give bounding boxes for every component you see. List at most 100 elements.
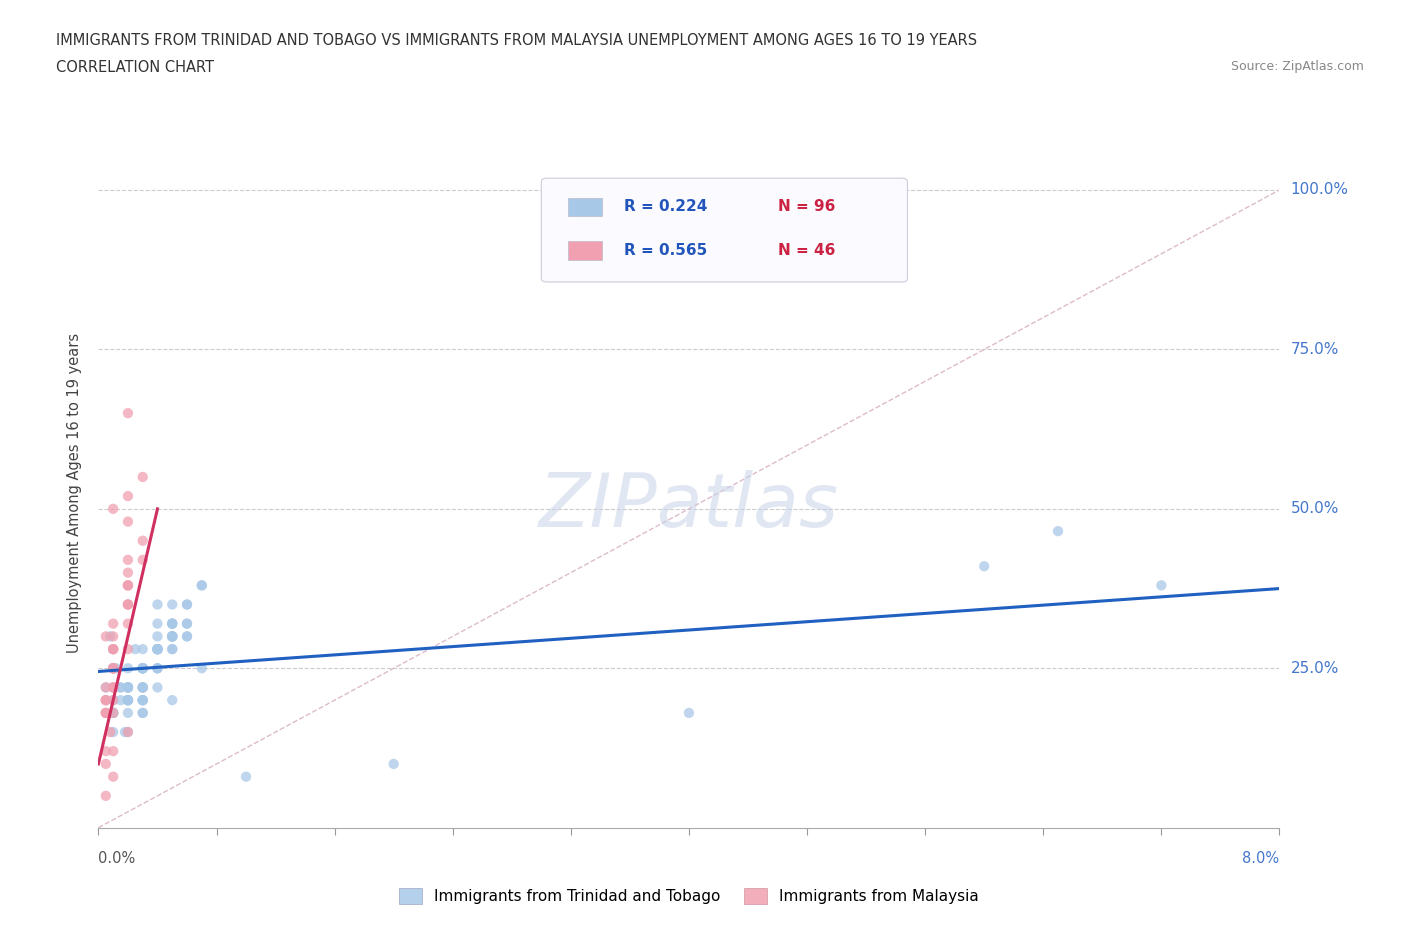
Point [117, 578, 139, 592]
Point [117, 642, 139, 657]
Point [94, 693, 117, 708]
Point [146, 629, 169, 644]
Text: ZIPatlas: ZIPatlas [538, 471, 839, 542]
Point [146, 642, 169, 657]
Point [117, 693, 139, 708]
Y-axis label: Unemployment Among Ages 16 to 19 years: Unemployment Among Ages 16 to 19 years [67, 333, 83, 653]
Point [176, 617, 198, 631]
Point [235, 769, 257, 784]
Point [103, 693, 124, 708]
Point [103, 661, 124, 676]
Point [103, 661, 124, 676]
Point [117, 552, 139, 567]
Point [94, 789, 117, 804]
Point [94, 680, 117, 695]
Point [117, 578, 139, 592]
Point [103, 629, 124, 644]
Point [132, 680, 155, 695]
Point [98, 629, 121, 644]
Point [176, 597, 198, 612]
Point [117, 514, 139, 529]
Point [105, 661, 128, 676]
Point [117, 680, 139, 695]
Point [94, 680, 117, 695]
Point [132, 661, 155, 676]
Point [146, 661, 169, 676]
Point [117, 680, 139, 695]
Point [103, 706, 124, 721]
Point [162, 617, 183, 631]
Point [94, 693, 117, 708]
Point [103, 680, 124, 695]
Text: R = 0.565: R = 0.565 [624, 243, 707, 258]
Bar [568, 241, 602, 259]
Point [162, 617, 183, 631]
Point [132, 642, 155, 657]
Point [103, 680, 124, 695]
Text: 0.0%: 0.0% [98, 851, 135, 866]
Point [191, 578, 214, 592]
Point [162, 629, 183, 644]
Point [117, 724, 139, 739]
Point [132, 661, 155, 676]
Point [103, 501, 124, 516]
Point [162, 642, 183, 657]
Text: N = 96: N = 96 [778, 199, 835, 215]
Point [132, 533, 155, 548]
Text: 50.0%: 50.0% [1291, 501, 1339, 516]
Text: N = 46: N = 46 [778, 243, 835, 258]
Text: 25.0%: 25.0% [1291, 661, 1339, 676]
Point [132, 693, 155, 708]
Point [176, 629, 198, 644]
Point [132, 693, 155, 708]
Legend: Immigrants from Trinidad and Tobago, Immigrants from Malaysia: Immigrants from Trinidad and Tobago, Imm… [394, 883, 984, 910]
Point [103, 661, 124, 676]
Point [117, 565, 139, 580]
Point [117, 680, 139, 695]
Point [103, 617, 124, 631]
Point [103, 706, 124, 721]
Point [94, 629, 117, 644]
Point [117, 693, 139, 708]
Point [103, 661, 124, 676]
Point [176, 597, 198, 612]
Point [132, 680, 155, 695]
Point [103, 769, 124, 784]
Point [162, 617, 183, 631]
Point [103, 680, 124, 695]
Point [132, 706, 155, 721]
Point [117, 405, 139, 420]
Point [146, 642, 169, 657]
Point [146, 642, 169, 657]
Point [117, 488, 139, 503]
Point [132, 661, 155, 676]
Point [1046, 524, 1069, 538]
Point [162, 629, 183, 644]
Point [162, 629, 183, 644]
Point [103, 661, 124, 676]
Point [973, 559, 995, 574]
Point [146, 680, 169, 695]
Point [132, 693, 155, 708]
Point [103, 642, 124, 657]
Point [103, 706, 124, 721]
Point [162, 693, 183, 708]
Point [98, 724, 121, 739]
Point [117, 693, 139, 708]
Point [132, 693, 155, 708]
Point [132, 661, 155, 676]
Point [146, 642, 169, 657]
Point [103, 693, 124, 708]
Point [103, 706, 124, 721]
Point [132, 661, 155, 676]
Point [132, 470, 155, 485]
Point [162, 642, 183, 657]
Text: R = 0.224: R = 0.224 [624, 199, 707, 215]
Point [132, 661, 155, 676]
Point [1150, 578, 1173, 592]
Point [117, 680, 139, 695]
Point [132, 680, 155, 695]
Point [94, 756, 117, 771]
Point [146, 597, 169, 612]
Text: IMMIGRANTS FROM TRINIDAD AND TOBAGO VS IMMIGRANTS FROM MALAYSIA UNEMPLOYMENT AMO: IMMIGRANTS FROM TRINIDAD AND TOBAGO VS I… [56, 33, 977, 47]
